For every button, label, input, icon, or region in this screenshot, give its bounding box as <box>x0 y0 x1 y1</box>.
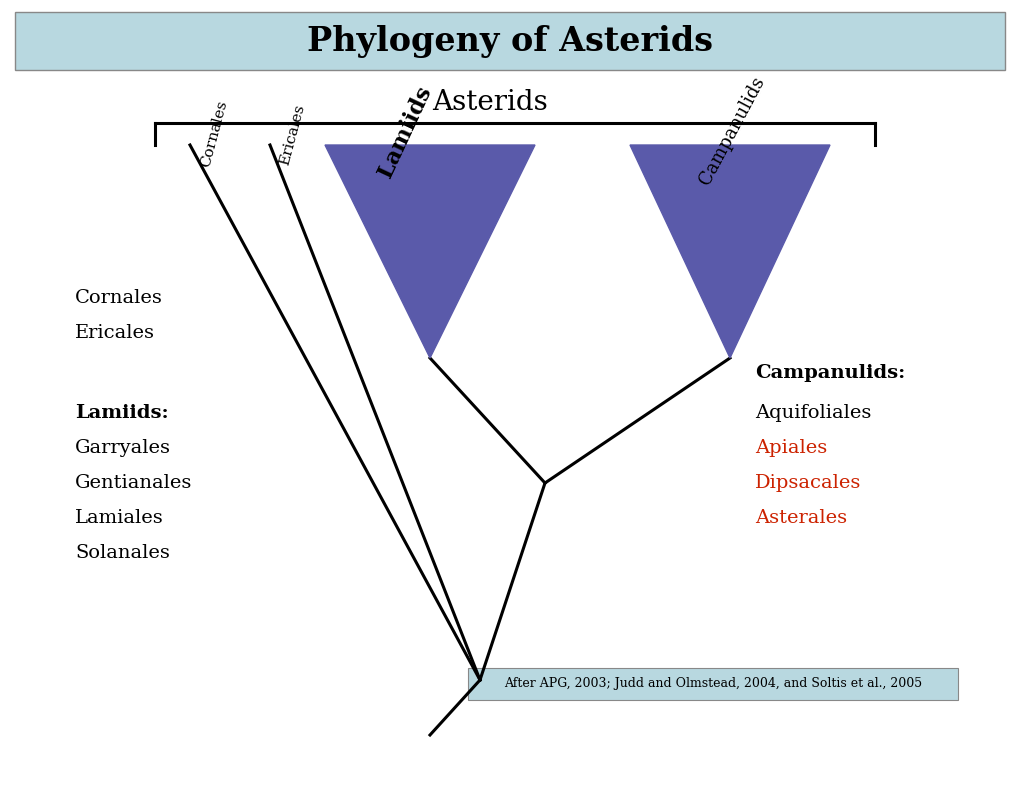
Text: Lamiales: Lamiales <box>75 509 164 527</box>
Text: Gentianales: Gentianales <box>75 474 193 492</box>
Text: Campanulids: Campanulids <box>695 74 767 188</box>
Polygon shape <box>325 145 535 358</box>
Text: Dipsacales: Dipsacales <box>754 474 860 492</box>
Bar <box>15 12 1004 70</box>
Text: After APG, 2003; Judd and Olmstead, 2004, and Soltis et al., 2005: After APG, 2003; Judd and Olmstead, 2004… <box>503 678 921 690</box>
Text: Solanales: Solanales <box>75 544 170 562</box>
Text: Apiales: Apiales <box>754 439 826 457</box>
Text: Campanulids:: Campanulids: <box>754 364 905 382</box>
Text: Phylogeny of Asterids: Phylogeny of Asterids <box>307 24 712 58</box>
Text: Asterids: Asterids <box>432 89 547 116</box>
Text: Lamiids:: Lamiids: <box>75 404 168 422</box>
Bar <box>468 668 957 700</box>
Polygon shape <box>630 145 829 358</box>
Text: Cornales: Cornales <box>75 289 163 307</box>
Text: Garryales: Garryales <box>75 439 171 457</box>
Text: Lamiids: Lamiids <box>374 83 435 181</box>
Text: Aquifoliales: Aquifoliales <box>754 404 870 422</box>
Text: Cornales: Cornales <box>198 98 229 169</box>
Text: Ericales: Ericales <box>278 102 308 166</box>
Text: Ericales: Ericales <box>75 324 155 342</box>
Text: Asterales: Asterales <box>754 509 847 527</box>
